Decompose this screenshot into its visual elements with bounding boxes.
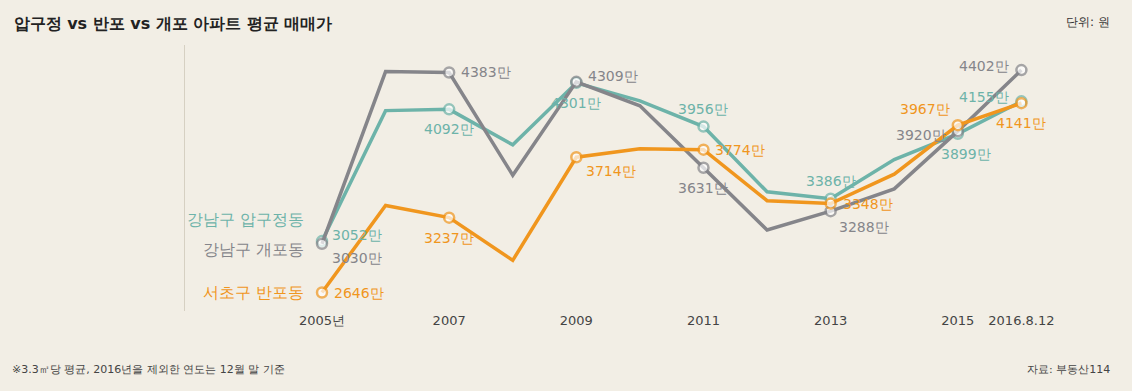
svg-text:※3.3㎡당 평균, 2016년을 제외한 연도는 12월: ※3.3㎡당 평균, 2016년을 제외한 연도는 12월 말 기준: [12, 363, 285, 376]
svg-text:3899만: 3899만: [941, 146, 991, 162]
svg-text:2013: 2013: [814, 313, 847, 328]
svg-text:3967만: 3967만: [900, 101, 950, 117]
svg-text:4301만: 4301만: [551, 95, 601, 111]
svg-text:3774만: 3774만: [715, 142, 765, 158]
svg-text:3386만: 3386만: [806, 173, 856, 189]
svg-text:4141만: 4141만: [996, 115, 1046, 131]
svg-text:강남구 압구정동: 강남구 압구정동: [187, 210, 304, 229]
svg-text:3714만: 3714만: [586, 163, 636, 179]
svg-text:3237만: 3237만: [424, 230, 474, 246]
svg-text:3920만: 3920만: [896, 127, 946, 143]
svg-text:4383만: 4383만: [461, 64, 511, 80]
svg-text:3288만: 3288만: [839, 219, 889, 235]
svg-text:2015: 2015: [941, 313, 974, 328]
svg-text:3631만: 3631만: [678, 180, 728, 196]
svg-text:4309만: 4309만: [588, 68, 638, 84]
svg-text:2009: 2009: [560, 313, 593, 328]
svg-text:3348만: 3348만: [843, 196, 893, 212]
svg-text:4092만: 4092만: [424, 121, 474, 137]
svg-text:2007: 2007: [433, 313, 466, 328]
svg-text:3052만: 3052만: [332, 227, 382, 243]
svg-text:2646만: 2646만: [334, 285, 384, 301]
svg-text:단위: 원: 단위: 원: [1066, 15, 1110, 29]
svg-text:4402만: 4402만: [959, 58, 1009, 74]
svg-text:2011: 2011: [687, 313, 720, 328]
svg-text:3956만: 3956만: [678, 101, 728, 117]
svg-text:압구정 vs 반포 vs 개포 아파트 평균 매매가: 압구정 vs 반포 vs 개포 아파트 평균 매매가: [14, 14, 333, 33]
svg-text:4155만: 4155만: [959, 89, 1009, 105]
svg-text:서초구 반포동: 서초구 반포동: [203, 283, 304, 302]
svg-text:강남구 개포동: 강남구 개포동: [203, 240, 304, 259]
svg-text:자료: 부동산114: 자료: 부동산114: [1027, 363, 1110, 376]
svg-text:2005년: 2005년: [299, 313, 345, 328]
svg-text:2016.8.12: 2016.8.12: [988, 313, 1054, 328]
svg-text:3030만: 3030만: [332, 250, 382, 266]
